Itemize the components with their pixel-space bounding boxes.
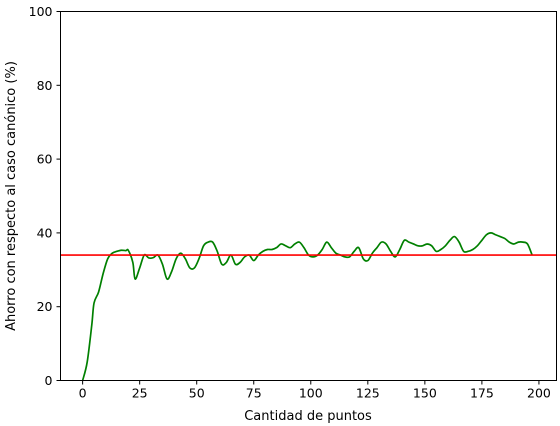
x-tick-label: 125 [356,386,380,401]
plot-frame [60,11,557,381]
x-tick-label: 200 [527,386,551,401]
y-axis-ticks: 0 20 40 60 80 100 [29,4,61,388]
y-tick-label: 60 [37,152,53,167]
y-tick-label: 80 [37,78,53,93]
x-tick-label: 75 [246,386,262,401]
x-tick-label: 175 [470,386,494,401]
series-line-1 [81,232,533,381]
x-axis-ticks: 0 25 50 75 100 125 150 175 200 [79,380,551,401]
y-tick-label: 100 [29,4,53,19]
y-tick-label: 20 [37,299,53,314]
x-tick-label: 150 [413,386,437,401]
x-tick-label: 0 [79,386,87,401]
y-tick-label: 0 [45,373,53,388]
x-tick-label: 25 [132,386,148,401]
x-tick-label: 100 [299,386,323,401]
plot-lines [60,232,557,381]
y-tick-label: 40 [37,225,53,240]
x-axis-label: Cantidad de puntos [244,409,372,424]
y-axis-label: Ahorro con respecto al caso canónico (%) [4,61,19,331]
x-tick-label: 50 [189,386,205,401]
